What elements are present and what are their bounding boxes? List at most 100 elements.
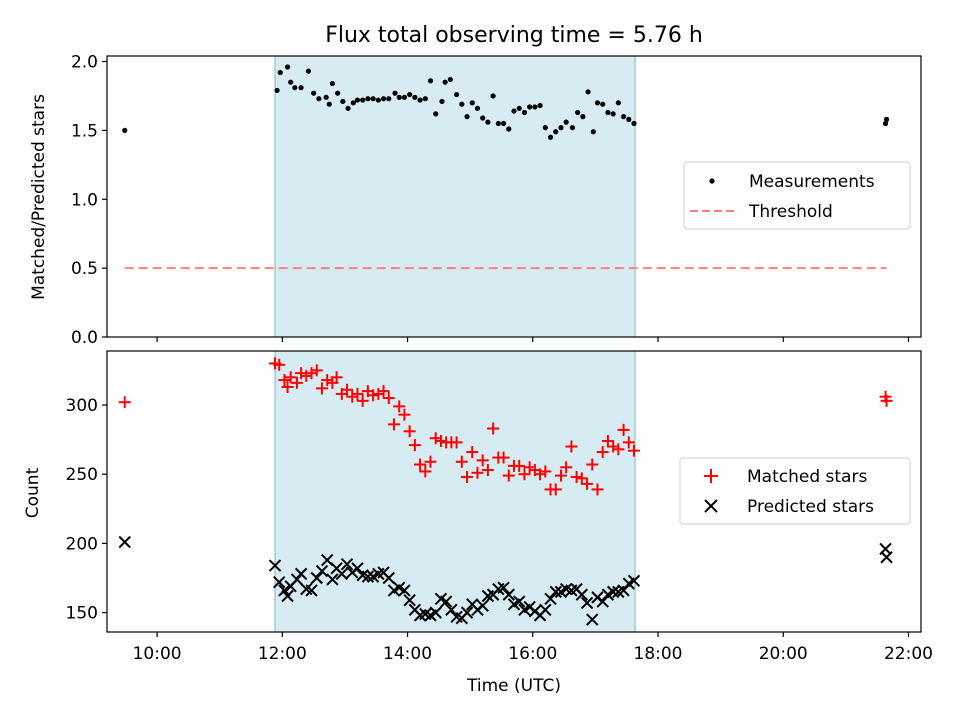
- matched-star-point: [387, 418, 400, 431]
- legend-measurements-marker: [709, 178, 715, 184]
- predicted-star-point: [445, 603, 458, 617]
- matched-star-point: [419, 465, 432, 478]
- ratio-panel: 0.00.51.01.52.0 Matched/Predicted stars …: [29, 53, 922, 348]
- legend-matched-label: Matched stars: [747, 467, 867, 487]
- measurement-point: [396, 94, 402, 100]
- ratio-y-axis: 0.0 0.5 1.0 1.5 2.0: [71, 53, 107, 348]
- predicted-marker-stroke: [310, 571, 323, 585]
- matched-star-point: [300, 369, 313, 382]
- matched-star-point: [481, 464, 494, 477]
- measurement-point: [442, 79, 448, 85]
- predicted-star-point: [596, 595, 609, 608]
- predicted-marker-stroke: [268, 559, 282, 572]
- legend-threshold-label: Threshold: [748, 202, 833, 222]
- predicted-star-point: [361, 570, 375, 583]
- measurement-point: [490, 93, 496, 99]
- measurement-point: [585, 89, 591, 95]
- matched-star-point: [607, 440, 620, 453]
- matched-star-point: [429, 432, 442, 445]
- x-tick-label: 10:00: [133, 644, 182, 664]
- measurement-point: [288, 79, 294, 85]
- predicted-marker-stroke: [351, 562, 364, 575]
- predicted-marker-stroke: [315, 564, 329, 578]
- measurement-point: [553, 129, 559, 135]
- matched-star-point: [476, 454, 489, 467]
- measurement-point: [594, 100, 601, 106]
- predicted-star-point: [606, 585, 620, 599]
- measurement-point: [485, 119, 491, 125]
- matched-star-point: [284, 371, 297, 384]
- measurement-point: [537, 102, 543, 109]
- measurement-point: [506, 126, 512, 132]
- ratio-x-axis-ticks: [156, 337, 910, 342]
- measurement-point: [454, 91, 460, 98]
- predicted-marker-stroke: [326, 573, 339, 586]
- measurement-point: [600, 101, 606, 107]
- matched-star-point: [377, 385, 390, 398]
- predicted-marker-stroke: [476, 599, 489, 612]
- measurement-point: [575, 109, 581, 116]
- ratio-y-axis-label: Matched/Predicted stars: [29, 94, 49, 300]
- measurement-point: [323, 94, 329, 100]
- matched-star-point: [565, 440, 578, 453]
- measurement-point: [407, 91, 413, 98]
- measurement-point: [277, 69, 283, 76]
- matched-star-point: [403, 425, 416, 438]
- measurement-point: [521, 109, 528, 116]
- measurement-point: [380, 96, 387, 102]
- measurement-point: [447, 76, 453, 83]
- predicted-star-point: [439, 595, 453, 608]
- predicted-marker-stroke: [606, 585, 620, 599]
- matched-star-point: [461, 470, 474, 483]
- predicted-marker-stroke: [398, 584, 411, 597]
- predicted-marker-stroke: [586, 613, 599, 626]
- measurement-point: [360, 97, 366, 103]
- measurement-point: [422, 96, 428, 102]
- matched-star-point: [549, 483, 562, 496]
- matched-star-point: [601, 434, 614, 447]
- matched-star-point: [414, 458, 427, 471]
- y-tick-label: 0.5: [71, 259, 98, 279]
- matched-star-point: [278, 374, 291, 387]
- predicted-star-point: [476, 599, 489, 612]
- measurement-point: [495, 120, 501, 127]
- matched-star-point: [466, 446, 479, 459]
- predicted-marker-stroke: [627, 574, 641, 587]
- predicted-marker-stroke: [278, 584, 291, 597]
- matched-star-point: [560, 461, 573, 474]
- measurement-point: [365, 96, 371, 102]
- predicted-marker-stroke: [281, 589, 294, 603]
- measurement-point: [386, 96, 392, 102]
- predicted-star-point: [627, 574, 641, 587]
- matched-star-point: [118, 396, 131, 409]
- matched-star-point: [596, 446, 609, 459]
- predicted-star-point: [575, 588, 589, 601]
- measurement-point: [547, 134, 554, 140]
- predicted-marker-stroke: [544, 592, 557, 605]
- count-legend: Matched stars Predicted stars: [679, 457, 911, 525]
- matched-star-point: [367, 389, 380, 402]
- matched-star-point: [356, 394, 369, 407]
- predicted-star-point: [305, 584, 318, 597]
- matched-star-point: [497, 451, 510, 464]
- matched-star-point: [341, 383, 354, 396]
- predicted-star-point: [315, 564, 329, 578]
- x-tick-label: 20:00: [759, 644, 808, 664]
- predicted-star-point: [544, 592, 557, 605]
- measurement-point: [558, 125, 564, 131]
- predicted-star-point: [880, 551, 893, 564]
- predicted-marker-stroke: [403, 593, 416, 607]
- predicted-marker-stroke: [340, 557, 354, 571]
- measurement-point: [883, 116, 890, 122]
- predicted-marker-stroke: [118, 535, 131, 549]
- measurement-point: [439, 98, 445, 105]
- matched-star-point: [382, 392, 395, 405]
- matched-star-point: [487, 422, 500, 435]
- predicted-marker-stroke: [419, 607, 432, 621]
- matched-star-point: [305, 367, 318, 380]
- predicted-marker-stroke: [382, 571, 395, 585]
- matched-star-point: [502, 469, 515, 482]
- matched-star-point: [575, 472, 588, 485]
- measurement-point: [610, 111, 616, 117]
